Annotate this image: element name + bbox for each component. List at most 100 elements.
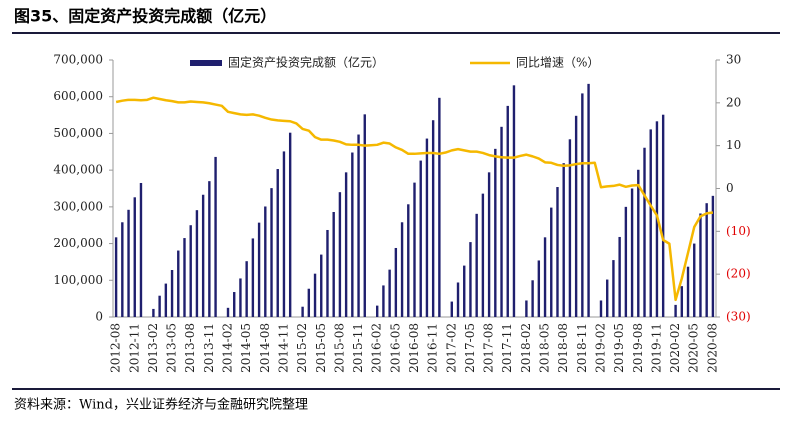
x-tick-label: 2016-02 xyxy=(370,323,384,373)
bar xyxy=(313,273,317,317)
bar xyxy=(357,134,360,317)
x-tick-label: 2019-11 xyxy=(649,323,663,373)
bar xyxy=(158,295,161,317)
bar xyxy=(450,301,453,317)
x-tick-label: 2015-02 xyxy=(295,323,309,373)
bar xyxy=(363,114,366,317)
x-tick-label: 2015-11 xyxy=(351,323,365,373)
bar xyxy=(568,139,572,317)
bar xyxy=(388,269,391,317)
bar xyxy=(512,85,516,317)
x-tick-label: 2012-11 xyxy=(127,323,141,373)
bar xyxy=(419,160,422,317)
bar xyxy=(693,243,696,317)
bar xyxy=(133,197,136,317)
bar xyxy=(332,211,335,317)
bar xyxy=(270,188,273,317)
legend-label: 固定资产投资完成额（亿元） xyxy=(228,55,384,70)
x-tick-label: 2014-08 xyxy=(258,323,272,373)
bar xyxy=(711,195,715,317)
bar xyxy=(643,147,646,317)
x-tick-label: 2015-05 xyxy=(314,323,328,373)
bar xyxy=(456,282,460,317)
bar xyxy=(494,148,497,317)
x-tick-label: 2014-11 xyxy=(276,323,290,373)
bar xyxy=(326,229,329,317)
bar xyxy=(618,236,621,317)
bar xyxy=(612,260,615,317)
y2-tick-label: 30 xyxy=(726,53,741,67)
bar xyxy=(121,222,124,317)
y2-tick-label: (10) xyxy=(726,224,751,238)
x-tick-label: 2016-05 xyxy=(388,323,402,373)
bar xyxy=(469,242,472,317)
y-tick-label: 400,000 xyxy=(53,163,103,177)
bar xyxy=(214,156,217,317)
bar xyxy=(114,237,118,317)
bar xyxy=(376,305,379,317)
bar xyxy=(338,192,342,317)
x-tick-label: 2017-11 xyxy=(500,323,514,373)
bar xyxy=(425,138,429,317)
bar xyxy=(288,132,292,317)
x-tick-label: 2017-05 xyxy=(463,323,477,373)
bar xyxy=(170,270,174,317)
x-tick-label: 2017-08 xyxy=(482,323,496,373)
x-tick-label: 2018-11 xyxy=(575,323,589,373)
x-tick-label: 2018-02 xyxy=(519,323,533,373)
bar xyxy=(525,300,528,317)
bar xyxy=(661,114,665,317)
bar xyxy=(500,126,503,317)
bar xyxy=(431,120,435,317)
bar xyxy=(127,209,130,317)
x-tick-label: 2012-08 xyxy=(109,323,123,373)
bar xyxy=(239,278,242,317)
bar xyxy=(624,206,628,317)
bar xyxy=(394,247,398,317)
bar xyxy=(189,225,192,317)
bar xyxy=(226,307,230,317)
bar xyxy=(581,93,584,317)
bar xyxy=(475,213,478,317)
y-tick-label: 700,000 xyxy=(53,53,103,67)
bar xyxy=(506,105,509,318)
bar xyxy=(649,129,652,317)
y-tick-label: 600,000 xyxy=(53,89,103,103)
y2-tick-label: (20) xyxy=(726,267,751,281)
x-tick-label: 2013-08 xyxy=(183,323,197,373)
bar xyxy=(637,169,640,317)
bar xyxy=(320,254,323,317)
x-tick-label: 2018-05 xyxy=(538,323,552,373)
x-tick-label: 2013-02 xyxy=(146,323,160,373)
y2-tick-label: 10 xyxy=(726,138,741,152)
bar xyxy=(574,115,578,317)
bar xyxy=(164,283,168,317)
bar xyxy=(537,260,541,317)
bar xyxy=(400,222,404,317)
x-tick-label: 2020-02 xyxy=(668,323,682,373)
bar xyxy=(556,187,559,317)
bar xyxy=(562,163,565,317)
bar xyxy=(550,207,553,317)
y-tick-label: 0 xyxy=(95,310,103,324)
bar xyxy=(606,279,609,317)
y2-tick-label: 0 xyxy=(726,181,734,195)
bar xyxy=(481,193,485,317)
y2-tick-label: 20 xyxy=(726,95,741,109)
x-tick-label: 2020-08 xyxy=(705,323,719,373)
x-tick-label: 2018-08 xyxy=(556,323,570,373)
bar xyxy=(177,250,180,317)
x-tick-label: 2013-05 xyxy=(165,323,179,373)
bar xyxy=(587,83,590,317)
bar xyxy=(195,210,199,317)
bar xyxy=(407,204,410,317)
line xyxy=(115,96,714,302)
y-tick-label: 500,000 xyxy=(53,126,103,140)
x-tick-label: 2013-11 xyxy=(202,323,216,373)
bar xyxy=(139,182,143,317)
legend-label: 同比增速（%） xyxy=(516,56,599,70)
bar xyxy=(264,206,267,317)
bar xyxy=(531,280,534,317)
y2-tick-label: (30) xyxy=(726,310,751,324)
bar xyxy=(543,237,547,317)
